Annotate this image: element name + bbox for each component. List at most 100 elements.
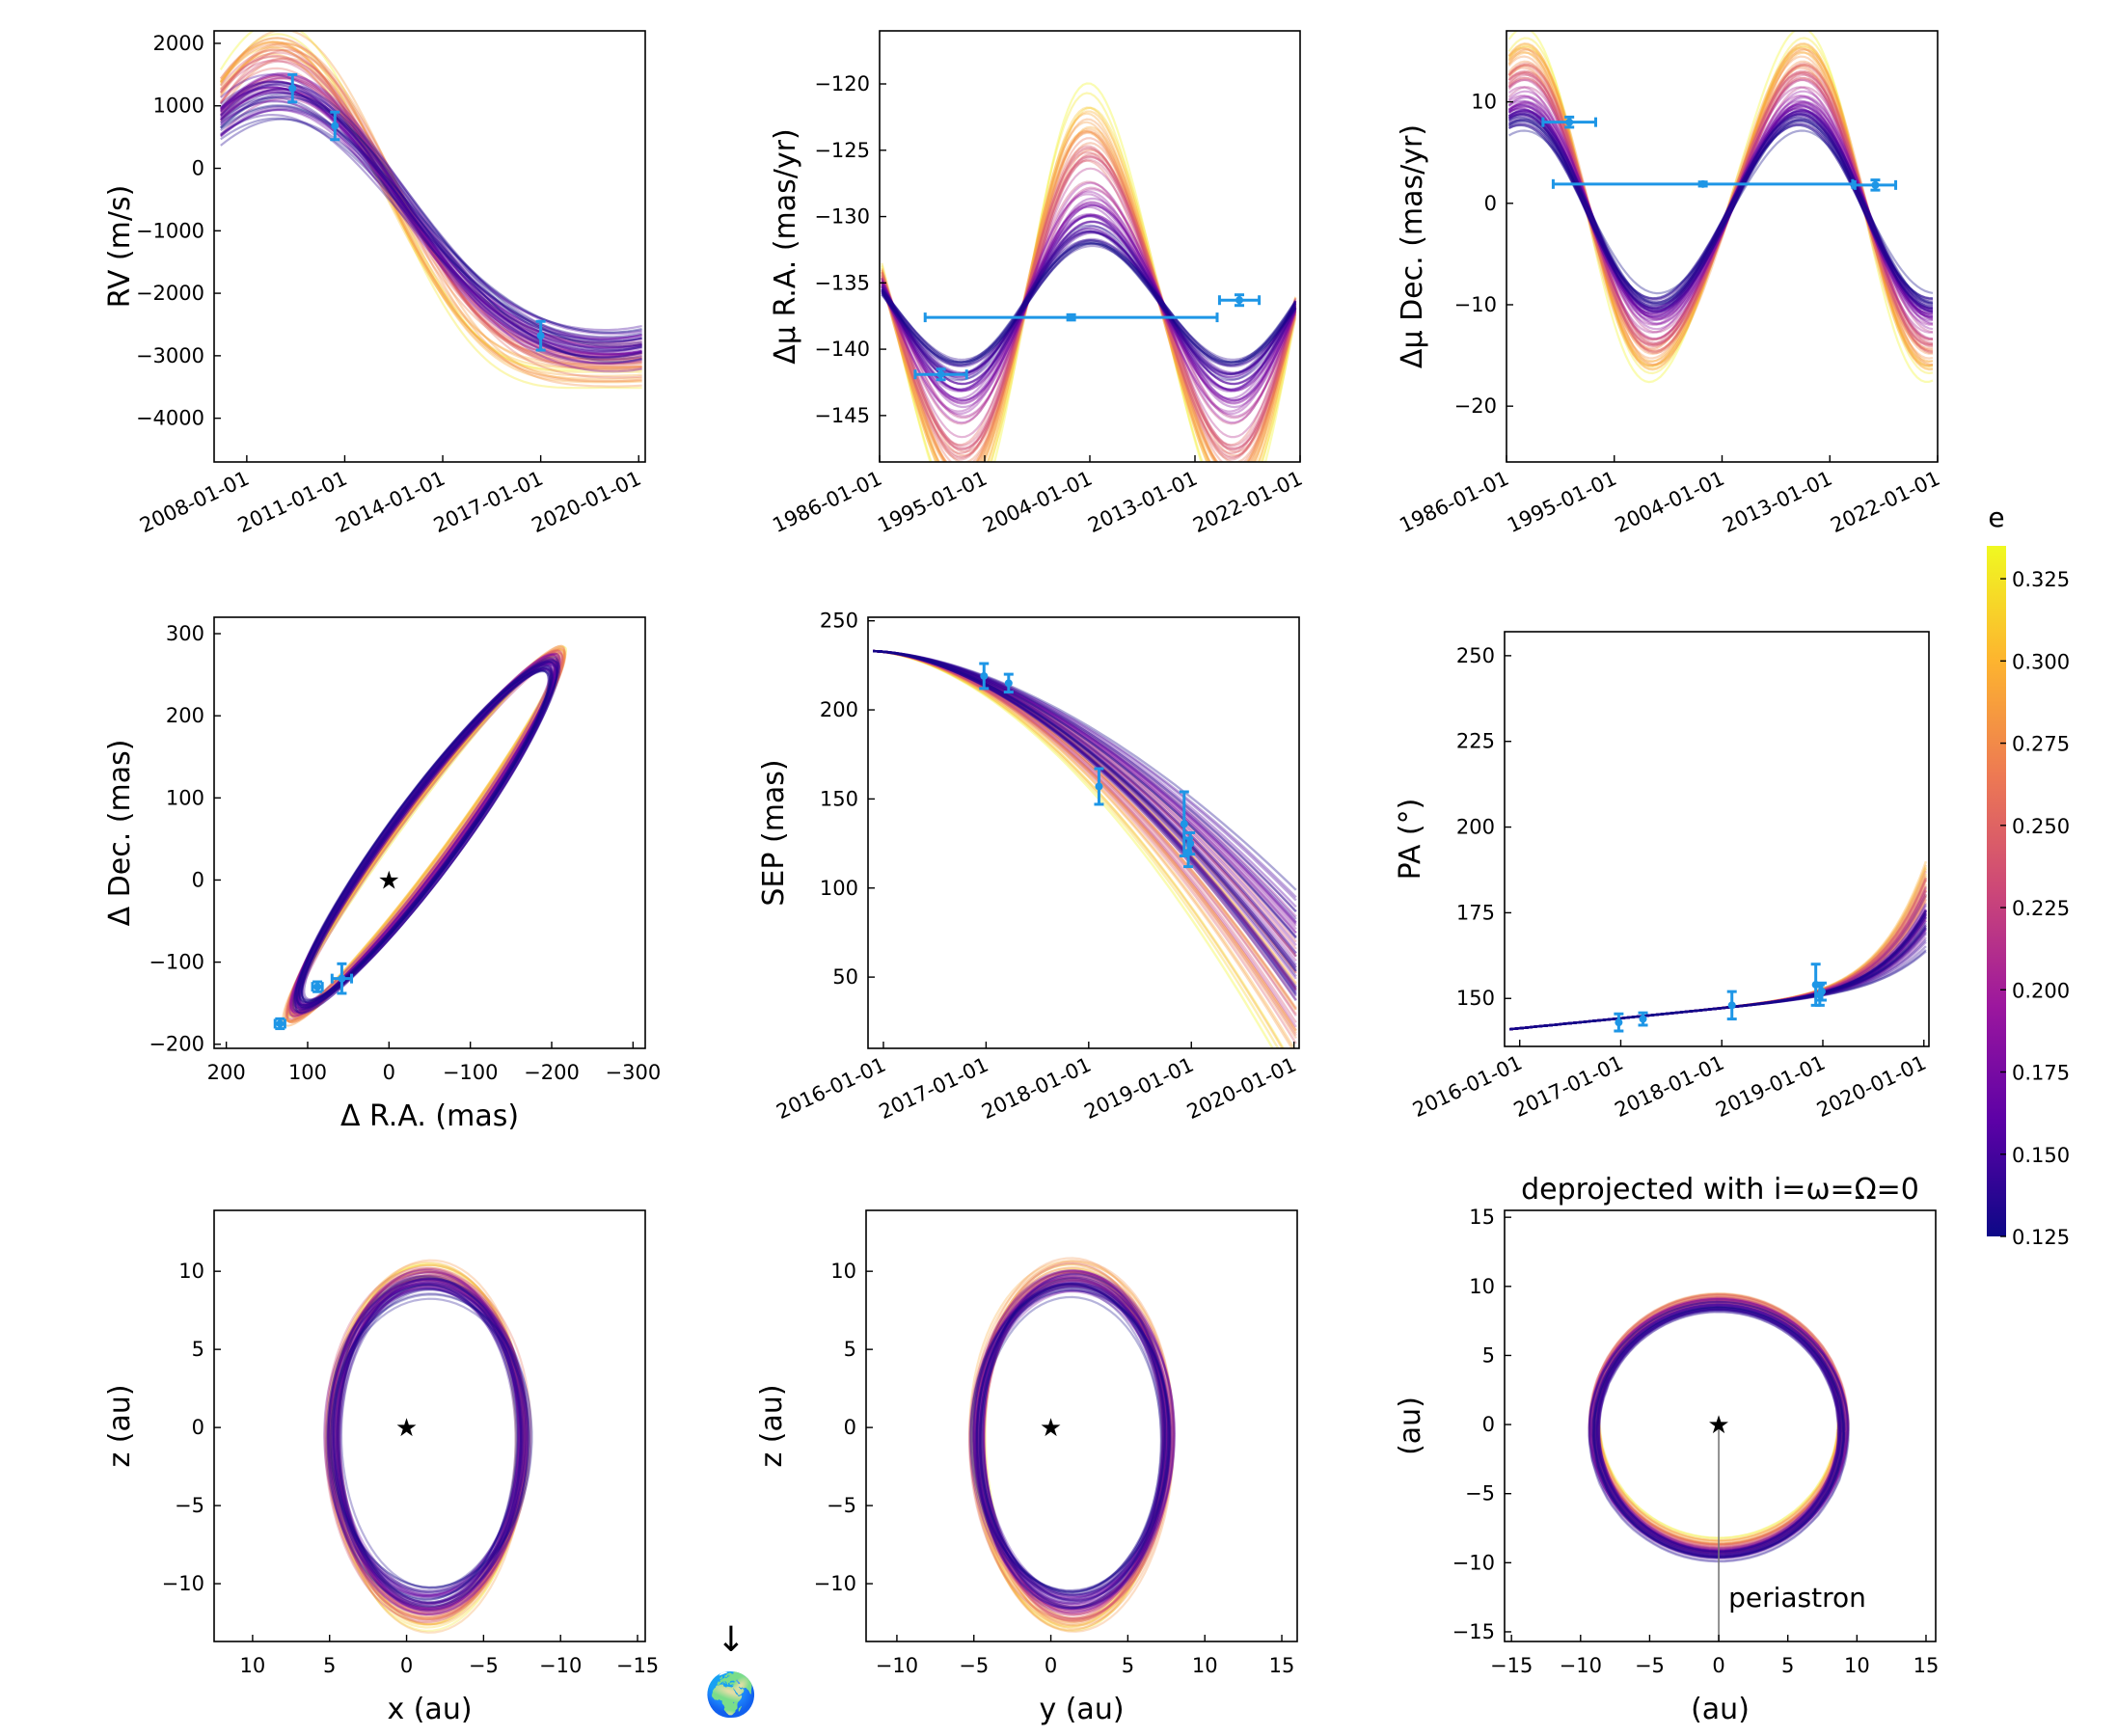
orbit-sample-line <box>1507 37 1934 375</box>
orbit-sample-line <box>339 1284 523 1610</box>
posterior-orbits <box>219 31 642 390</box>
orbit-sample-line <box>881 142 1297 462</box>
orbit-sample-line <box>220 118 642 346</box>
panel-rv: 2008-01-012011-01-012014-01-012017-01-01… <box>103 30 646 537</box>
orbit-sample-line <box>1507 50 1934 364</box>
orbit-sample-line <box>295 665 553 1007</box>
orbit-sample-line <box>873 649 1297 1011</box>
orbit-sample-line <box>1589 1291 1849 1552</box>
orbit-sample-line <box>873 649 1297 912</box>
orbit-sample-line <box>1507 100 1934 321</box>
orbit-sample-line <box>1509 895 1927 1031</box>
orbit-sample-line <box>971 1271 1167 1629</box>
orbit-sample-line <box>219 33 642 390</box>
orbit-sample-line <box>1594 1306 1844 1556</box>
orbit-sample-line <box>881 92 1297 462</box>
x-tick-label: 2017-01-01 <box>876 1053 992 1124</box>
y-tick-label: −100 <box>149 951 204 974</box>
panel-yz: ★ −10 −5 0 5 10 15 −10 −5 0 5 10 z (au) y (au) <box>755 1209 1298 1726</box>
star-marker: ★ <box>1707 1411 1729 1440</box>
orbit-sample-line <box>1509 883 1927 1031</box>
orbit-sample-line <box>1595 1305 1842 1552</box>
orbit-sample-line <box>339 1288 522 1589</box>
orbit-sample-line <box>220 80 642 352</box>
x-tick-label: 2013-01-01 <box>1084 467 1201 537</box>
orbit-sample-line <box>285 649 561 1017</box>
y-tick-label: 10 <box>178 1260 204 1283</box>
orbit-sample-line <box>334 1283 517 1605</box>
orbit-sample-line <box>1507 105 1934 316</box>
orbit-sample-line <box>873 649 1297 1001</box>
orbit-sample-line <box>881 167 1297 439</box>
orbit-sample-line <box>1509 888 1927 1031</box>
orbit-sample-line <box>1509 888 1927 1031</box>
observation-point <box>330 110 340 142</box>
orbit-sample-line <box>973 1274 1175 1606</box>
orbit-sample-line <box>977 1269 1168 1616</box>
orbit-sample-line <box>1507 110 1934 312</box>
periastron-label: periastron <box>1728 1582 1866 1614</box>
orbit-sample-line <box>1509 940 1927 1031</box>
orbit-sample-line <box>220 88 642 339</box>
orbit-sample-line <box>873 649 1297 1028</box>
y-tick-label: 5 <box>844 1338 856 1361</box>
orbit-sample-line <box>297 669 550 1004</box>
y-tick-label: 100 <box>166 786 204 809</box>
orbit-sample-line <box>1588 1300 1850 1563</box>
orbit-sample-line <box>873 649 1297 986</box>
orbit-sample-line <box>1507 78 1934 340</box>
orbit-sample-line <box>335 1288 522 1604</box>
orbit-sample-line <box>873 649 1297 943</box>
orbit-sample-line <box>1595 1308 1842 1554</box>
orbit-sample-line <box>881 242 1297 364</box>
orbit-sample-line <box>1507 107 1933 315</box>
orbit-sample-line <box>288 649 563 1017</box>
colorbar-label: e <box>1988 502 2004 533</box>
orbit-sample-line <box>881 125 1297 462</box>
orbit-sample-line <box>1508 116 1934 308</box>
orbit-sample-line <box>881 118 1297 462</box>
y-tick-label: 10 <box>830 1260 856 1283</box>
y-tick-label: 10 <box>1469 1275 1495 1298</box>
orbit-sample-line <box>1509 864 1928 1031</box>
orbit-sample-line <box>1509 936 1927 1031</box>
orbit-sample-line <box>1509 860 1928 1031</box>
orbit-sample-line <box>979 1278 1167 1603</box>
orbit-sample-line <box>336 1278 526 1611</box>
orbit-sample-line <box>1509 873 1928 1031</box>
orbit-sample-line <box>327 1281 532 1604</box>
orbit-sample-line <box>1507 70 1934 346</box>
orbit-sample-line <box>969 1286 1171 1592</box>
orbit-sample-line <box>220 80 642 353</box>
orbit-sample-line <box>220 95 642 348</box>
orbit-sample-line <box>1597 1300 1840 1543</box>
orbit-sample-line <box>219 45 642 369</box>
orbit-sample-line <box>881 213 1297 393</box>
orbit-sample-line <box>1595 1307 1842 1554</box>
orbit-sample-line <box>969 1284 1171 1612</box>
orbit-sample-line <box>873 649 1297 1011</box>
y-tick-label: −140 <box>814 338 870 361</box>
orbit-sample-line <box>972 1269 1171 1611</box>
x-tick-label: −100 <box>443 1061 499 1084</box>
orbit-sample-line <box>1507 118 1934 306</box>
orbit-sample-line <box>219 54 642 357</box>
orbit-sample-line <box>219 53 642 366</box>
orbit-sample-line <box>881 239 1297 366</box>
orbit-sample-line <box>881 155 1297 450</box>
orbit-sample-line <box>1507 76 1934 341</box>
orbit-sample-line <box>329 1274 526 1621</box>
orbit-sample-line <box>969 1287 1172 1597</box>
orbit-sample-line <box>333 1266 527 1634</box>
orbit-sample-line <box>289 651 560 1016</box>
x-tick-label: 2019-01-01 <box>1081 1053 1198 1124</box>
orbit-sample-line <box>881 159 1297 447</box>
x-tick-label: 2008-01-01 <box>136 467 253 537</box>
orbit-sample-line <box>881 239 1297 366</box>
orbit-sample-line <box>330 1284 521 1597</box>
orbit-sample-line <box>323 1283 528 1598</box>
orbit-sample-line <box>331 1263 526 1633</box>
y-tick-label: −10 <box>814 1572 856 1595</box>
orbit-sample-line <box>873 649 1297 1044</box>
orbit-sample-line <box>1590 1293 1847 1550</box>
